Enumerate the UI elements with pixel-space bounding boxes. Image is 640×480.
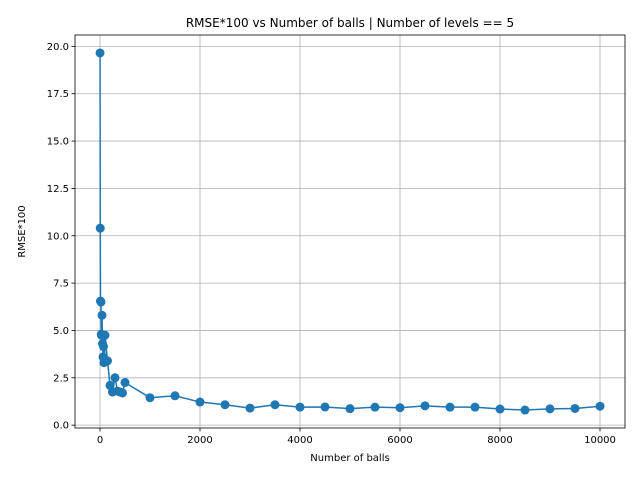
y-axis-label: RMSE*100 [17, 205, 28, 257]
data-point [570, 403, 580, 413]
series [95, 48, 605, 415]
data-point [245, 403, 255, 413]
x-tick-label: 8000 [487, 435, 512, 446]
data-point [470, 402, 480, 412]
y-axis: 0.0 2.5 5.0 7.5 10.0 12.5 15.0 17.5 20.0 [47, 42, 75, 432]
data-point [97, 310, 107, 320]
data-point [100, 330, 110, 340]
data-point [96, 297, 106, 307]
y-tick-label: 0.0 [53, 421, 69, 432]
data-point [295, 402, 305, 412]
x-axis-label: Number of balls [310, 453, 389, 464]
data-point [103, 356, 112, 366]
data-point [195, 397, 205, 407]
data-point [118, 388, 127, 398]
x-tick-label: 2000 [187, 435, 212, 446]
data-point [120, 378, 130, 388]
y-tick-label: 2.5 [53, 373, 69, 384]
data-point [395, 403, 405, 413]
chart-title: RMSE*100 vs Number of balls | Number of … [186, 16, 514, 30]
y-tick-label: 12.5 [47, 184, 69, 195]
x-axis: 0 2000 4000 6000 8000 10000 [97, 428, 616, 446]
data-point [370, 402, 380, 412]
grid [75, 35, 625, 428]
y-tick-label: 7.5 [53, 279, 69, 290]
plot-frame [74, 34, 626, 429]
data-point [320, 402, 330, 412]
series-line [99, 52, 601, 411]
data-point [595, 401, 605, 411]
x-tick-label: 10000 [584, 435, 616, 446]
y-tick-label: 20.0 [47, 42, 69, 53]
data-point [99, 342, 108, 352]
data-point [270, 400, 280, 410]
data-point [520, 405, 530, 415]
data-point [110, 373, 120, 383]
y-tick-label: 17.5 [47, 89, 69, 100]
data-point [220, 400, 230, 410]
data-point [545, 404, 555, 414]
x-tick-label: 0 [97, 435, 103, 446]
data-point [95, 223, 105, 233]
data-point [95, 48, 105, 58]
y-tick-label: 15.0 [47, 137, 69, 148]
y-tick-label: 5.0 [53, 326, 69, 337]
data-point [170, 391, 180, 401]
y-tick-label: 10.0 [47, 231, 69, 242]
x-tick-label: 6000 [387, 435, 412, 446]
data-point [145, 393, 155, 403]
x-tick-label: 4000 [287, 435, 312, 446]
data-point [495, 404, 505, 414]
data-point [445, 402, 455, 412]
data-point [420, 401, 430, 411]
data-point [345, 404, 355, 414]
